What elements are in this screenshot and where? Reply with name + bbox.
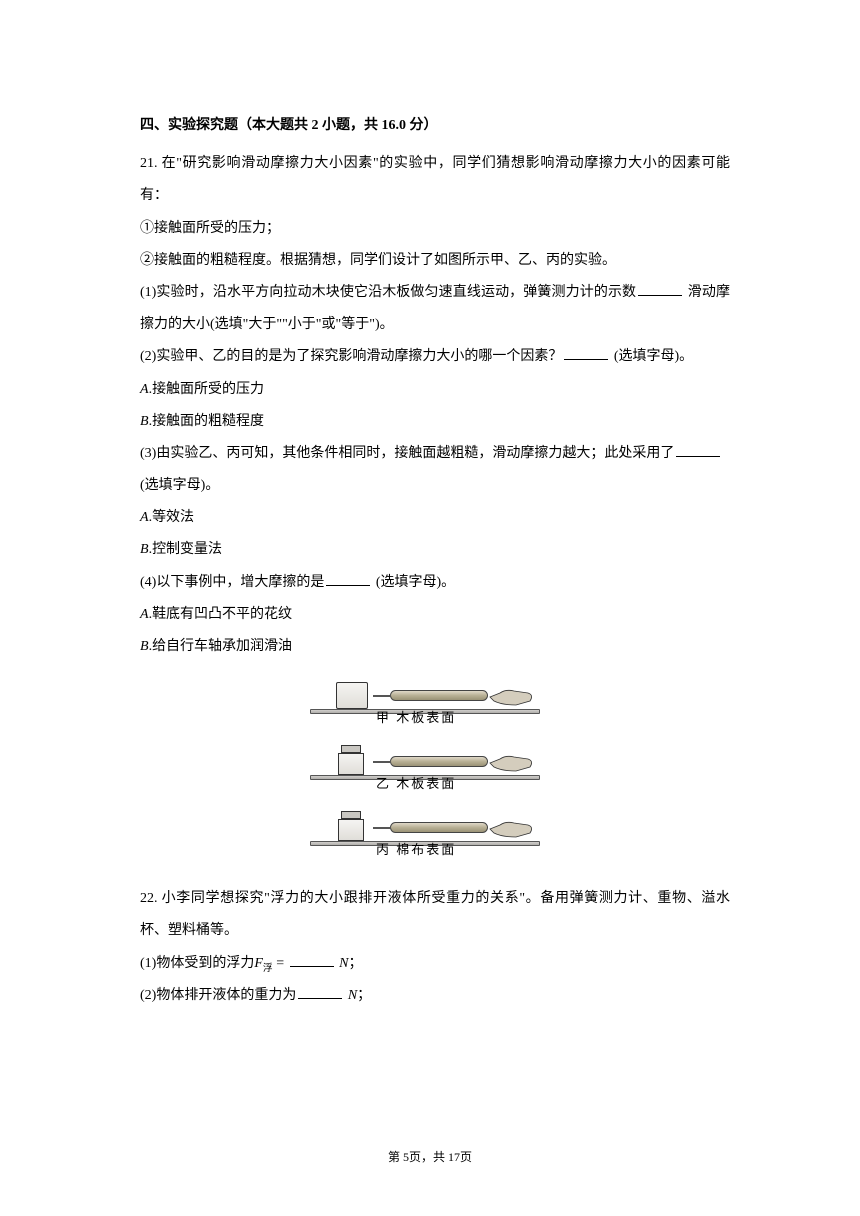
q21-p3a: (3)由实验乙、丙可知，其他条件相同时，接触面越粗糙，滑动摩擦力越大；此处采用了 — [140, 446, 674, 461]
q21-p2: (2)实验甲、乙的目的是为了探究影响滑动摩擦力大小的哪一个因素？ (选填字母)。 — [140, 341, 730, 373]
f-symbol: F — [254, 956, 263, 971]
unit-n: N — [344, 988, 357, 1003]
footer-right: 页 — [460, 1150, 472, 1164]
diagram-row-jia: 甲 木板表面 — [310, 675, 600, 731]
q21-p4-optB: B.给自行车轴承加润滑油 — [140, 631, 730, 663]
f-subscript: 浮 — [263, 962, 273, 973]
hand-icon — [488, 749, 534, 773]
spring-scale-icon — [390, 822, 488, 833]
footer-total: 17 — [448, 1150, 460, 1164]
q21-p4b: (选填字母)。 — [372, 575, 455, 590]
blank-input[interactable] — [326, 572, 370, 586]
diagram-label: 丙 棉布表面 — [376, 835, 456, 865]
blank-input[interactable] — [298, 985, 342, 999]
block-icon — [338, 753, 364, 775]
blank-input[interactable] — [676, 443, 720, 457]
blank-input[interactable] — [564, 346, 608, 360]
block-icon — [336, 682, 368, 709]
q21-p4a: (4)以下事例中，增大摩擦的是 — [140, 575, 324, 590]
q22-p2: (2)物体排开液体的重力为 N； — [140, 980, 730, 1012]
q21-p3-optA: A.等效法 — [140, 502, 730, 534]
block-top-icon — [341, 745, 361, 753]
q21-line2: ②接触面的粗糙程度。根据猜想，同学们设计了如图所示甲、乙、丙的实验。 — [140, 245, 730, 277]
diagram-label: 甲 木板表面 — [376, 703, 456, 733]
unit-n: N — [336, 956, 349, 971]
q22-number: 22. — [140, 891, 158, 906]
hand-icon — [488, 683, 534, 707]
footer-mid: 页，共 — [409, 1150, 448, 1164]
spring-scale-icon — [390, 690, 488, 701]
q21-p1: (1)实验时，沿水平方向拉动木块使它沿木板做匀速直线运动，弹簧测力计的示数 滑动… — [140, 277, 730, 341]
q22-p2a: (2)物体排开液体的重力为 — [140, 988, 296, 1003]
blank-input[interactable] — [638, 282, 682, 296]
footer-left: 第 — [388, 1150, 403, 1164]
q21-diagram: 甲 木板表面 乙 木板表面 丙 棉布表面 — [310, 675, 730, 863]
q21-p2b: (选填字母)。 — [610, 349, 693, 364]
block-icon — [338, 819, 364, 841]
diagram-row-yi: 乙 木板表面 — [310, 741, 600, 797]
q22-intro-text: 小李同学想探究"浮力的大小跟排开液体所受重力的关系"。备用弹簧测力计、重物、溢水… — [140, 891, 730, 938]
block-top-icon — [341, 811, 361, 819]
eq-sign: = — [273, 956, 288, 971]
q21-p3b: (选填字母)。 — [140, 470, 730, 502]
q21-p3-optB: B.控制变量法 — [140, 534, 730, 566]
spring-scale-icon — [390, 756, 488, 767]
q21-p1a: (1)实验时，沿水平方向拉动木块使它沿木板做匀速直线运动，弹簧测力计的示数 — [140, 285, 636, 300]
hand-icon — [488, 815, 534, 839]
q21-p2-optA: AA.接触面所受的压力.接触面所受的压力 — [140, 374, 730, 406]
section-heading: 四、实验探究题（本大题共 2 小题，共 16.0 分） — [140, 110, 730, 142]
q21-p2-optB: B.接触面的粗糙程度 — [140, 406, 730, 438]
page-footer: 第 5页，共 17页 — [0, 1144, 860, 1172]
q21-p4-optA: A.鞋底有凹凸不平的花纹 — [140, 599, 730, 631]
q21-intro: 21. 在"研究影响滑动摩擦力大小因素"的实验中，同学们猜想影响滑动摩擦力大小的… — [140, 148, 730, 212]
q21-p2a: (2)实验甲、乙的目的是为了探究影响滑动摩擦力大小的哪一个因素？ — [140, 349, 562, 364]
q21-line1: ①接触面所受的压力； — [140, 213, 730, 245]
q21-intro-text: 在"研究影响滑动摩擦力大小因素"的实验中，同学们猜想影响滑动摩擦力大小的因素可能… — [140, 156, 730, 203]
q22-intro: 22. 小李同学想探究"浮力的大小跟排开液体所受重力的关系"。备用弹簧测力计、重… — [140, 883, 730, 947]
page-content: 四、实验探究题（本大题共 2 小题，共 16.0 分） 21. 在"研究影响滑动… — [0, 0, 860, 1012]
q22-p1: (1)物体受到的浮力F浮 = N； — [140, 948, 730, 980]
blank-input[interactable] — [290, 953, 334, 967]
diagram-row-bing: 丙 棉布表面 — [310, 807, 600, 863]
q22-p1a: (1)物体受到的浮力 — [140, 956, 254, 971]
q21-p3: (3)由实验乙、丙可知，其他条件相同时，接触面越粗糙，滑动摩擦力越大；此处采用了 — [140, 438, 730, 470]
q21-number: 21. — [140, 156, 158, 171]
q21-p4: (4)以下事例中，增大摩擦的是 (选填字母)。 — [140, 567, 730, 599]
diagram-label: 乙 木板表面 — [376, 769, 456, 799]
